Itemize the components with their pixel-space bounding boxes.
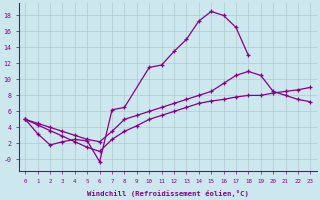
X-axis label: Windchill (Refroidissement éolien,°C): Windchill (Refroidissement éolien,°C) [87,190,249,197]
